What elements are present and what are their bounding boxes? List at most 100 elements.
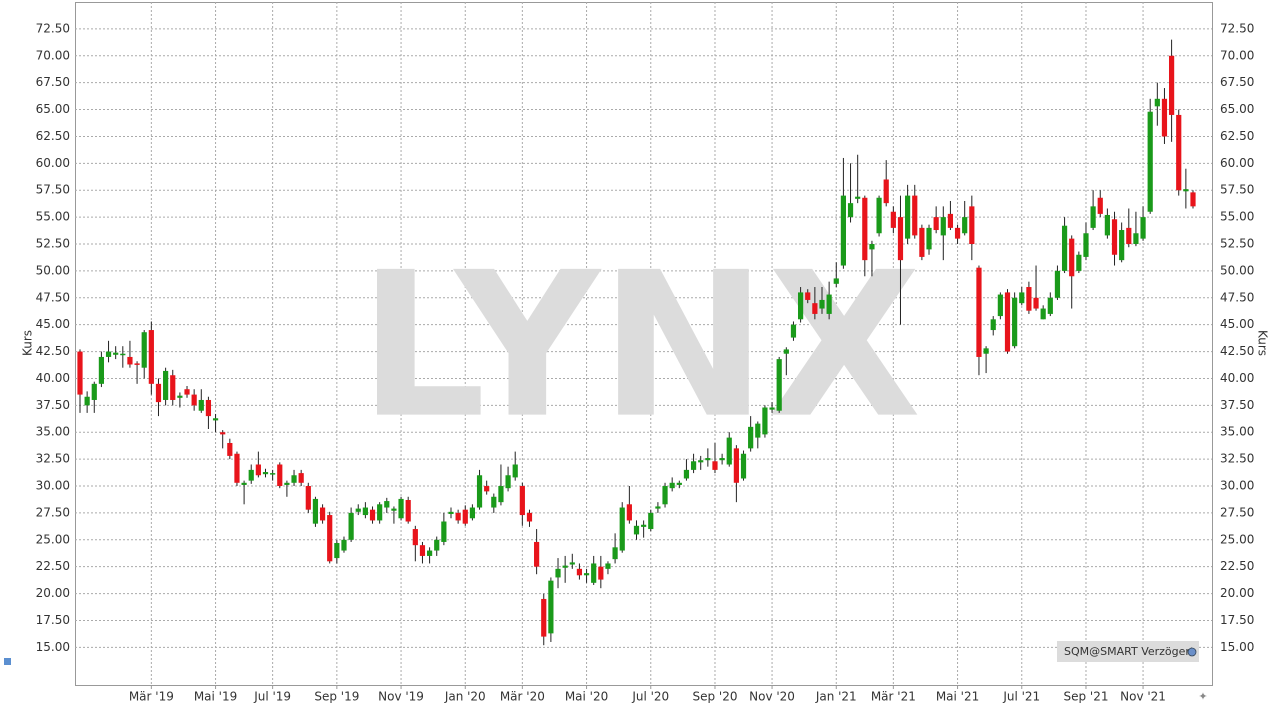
candle-body xyxy=(484,486,490,492)
candle-body xyxy=(840,195,847,266)
y-tick-label: 30.00 xyxy=(36,479,70,493)
y2-tick-label: 40.00 xyxy=(1220,371,1254,385)
candle-body xyxy=(84,396,90,406)
y2-tick-label: 70.00 xyxy=(1220,48,1254,62)
x-tick-label: Sep '21 xyxy=(1063,690,1108,704)
candle-body xyxy=(705,458,711,461)
y2-tick-label: 32.50 xyxy=(1220,452,1254,466)
candle-body xyxy=(277,464,283,487)
y2-tick-label: 20.00 xyxy=(1220,586,1254,600)
candle-body xyxy=(98,356,105,384)
y2-tick-label: 25.00 xyxy=(1220,532,1254,546)
candle-body xyxy=(962,217,968,234)
x-tick-label: Mär '21 xyxy=(871,690,916,704)
candle-body xyxy=(869,244,875,250)
candle-body xyxy=(1054,270,1061,298)
candle-body xyxy=(241,482,247,485)
candle-body xyxy=(505,475,511,489)
candle-body xyxy=(933,217,939,231)
candle-body xyxy=(940,217,946,236)
candle-body xyxy=(862,197,868,261)
candle-body xyxy=(177,395,183,398)
candle-body xyxy=(897,217,904,261)
candle-body xyxy=(1004,292,1011,352)
scroll-marker[interactable]: ✦ xyxy=(1198,690,1207,703)
candle-body xyxy=(605,563,611,569)
y-tick-label: 52.50 xyxy=(36,237,70,251)
candle-body xyxy=(491,496,497,508)
y-tick-label: 15.00 xyxy=(36,640,70,654)
y-tick-label: 22.50 xyxy=(36,559,70,573)
x-tick-label: Jul '20 xyxy=(631,690,669,704)
candle-body xyxy=(690,461,697,470)
y2-tick-label: 27.50 xyxy=(1220,505,1254,519)
candle-body xyxy=(569,562,575,565)
candle-body xyxy=(1104,214,1110,236)
candle-body xyxy=(134,363,140,365)
y-tick-label: 57.50 xyxy=(36,183,70,197)
candle-body xyxy=(141,332,147,368)
candle-body xyxy=(369,509,376,521)
candle-body xyxy=(434,539,440,551)
candle-body xyxy=(227,442,233,456)
candle-body xyxy=(612,547,618,560)
y2-tick-label: 72.50 xyxy=(1220,21,1254,35)
candle-body xyxy=(448,511,454,514)
candle-body xyxy=(327,515,333,562)
x-tick-label: Jan '20 xyxy=(444,690,486,704)
candle-body xyxy=(740,453,747,479)
candle-body xyxy=(198,399,204,411)
candle-body xyxy=(562,565,568,568)
candle-body xyxy=(1168,55,1175,115)
candle-body xyxy=(591,563,597,583)
y-tick-label: 25.00 xyxy=(36,532,70,546)
y-tick-label: 67.50 xyxy=(36,75,70,89)
candle-body xyxy=(890,211,896,228)
candle-body xyxy=(769,407,775,410)
candle-body xyxy=(926,227,932,250)
candle-body xyxy=(726,437,732,465)
candle-body xyxy=(341,539,347,551)
candle-body xyxy=(755,423,761,438)
candle-body xyxy=(419,545,426,556)
candle-body xyxy=(348,512,354,540)
candle-body xyxy=(648,512,654,530)
y2-tick-label: 55.00 xyxy=(1220,210,1254,224)
candle-body xyxy=(1097,197,1103,214)
candle-body xyxy=(733,448,739,483)
candle-body xyxy=(912,195,918,236)
x-tick-label: Nov '19 xyxy=(378,690,424,704)
y2-tick-label: 22.50 xyxy=(1220,559,1254,573)
candle-body xyxy=(312,498,319,524)
candle-body xyxy=(790,324,797,338)
candle-body xyxy=(1183,189,1189,192)
y2-tick-label: 50.00 xyxy=(1220,263,1254,277)
candle-body xyxy=(641,524,647,527)
candle-body xyxy=(184,389,190,395)
y-tick-label: 40.00 xyxy=(36,371,70,385)
x-tick-label: Sep '20 xyxy=(692,690,737,704)
candle-body xyxy=(248,469,254,481)
candle-body xyxy=(855,196,861,199)
candle-body xyxy=(319,507,326,521)
candle-body xyxy=(212,418,219,421)
candle-body xyxy=(534,541,540,567)
candle-body xyxy=(1069,238,1075,277)
candle-body xyxy=(997,294,1003,317)
y2-tick-label: 37.50 xyxy=(1220,398,1254,412)
candle-body xyxy=(633,525,640,535)
candle-body xyxy=(105,351,112,357)
candle-body xyxy=(1111,219,1118,255)
candle-body xyxy=(377,504,383,521)
candle-body xyxy=(812,303,818,314)
candle-body xyxy=(148,330,154,384)
y-tick-label: 20.00 xyxy=(36,586,70,600)
candle-body xyxy=(262,472,269,475)
y2-tick-label: 47.50 xyxy=(1220,290,1254,304)
candle-body xyxy=(234,453,240,483)
candle-body xyxy=(669,482,675,489)
candle-body xyxy=(298,473,304,483)
tool-icon[interactable] xyxy=(4,658,11,665)
candle-body xyxy=(426,550,433,556)
